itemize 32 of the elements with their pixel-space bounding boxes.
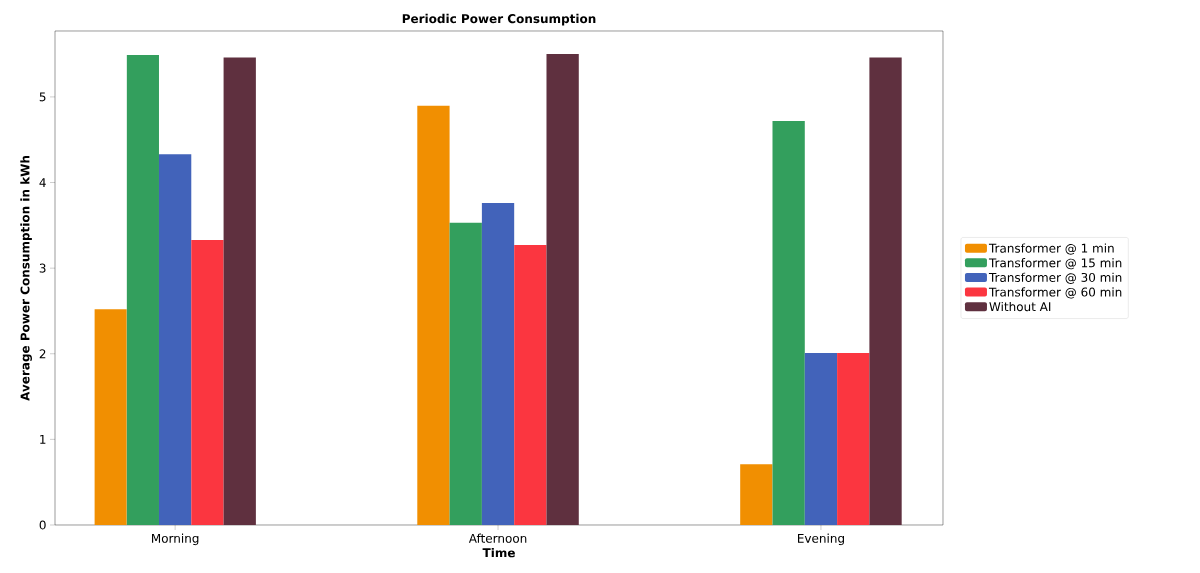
bar [223,57,256,525]
bar [740,464,773,525]
bar [837,352,870,525]
y-tick-label: 5 [39,92,46,102]
y-tick-label: 2 [39,349,46,359]
bar [804,352,838,525]
legend-label: Transformer @ 1 min [988,243,1114,255]
y-tick-label: 3 [39,263,46,273]
bar [417,105,450,525]
y-tick-label: 4 [39,178,46,187]
y-tick-label: 1 [40,434,46,444]
bar [94,309,127,525]
bar [546,54,579,525]
bar [449,222,482,525]
bar [191,239,224,525]
bar [158,154,192,525]
legend-label: Transformer @ 60 min [988,287,1122,299]
y-tick-label: 0 [39,520,46,530]
bar [514,245,547,525]
bar [481,203,515,525]
bar [126,54,159,525]
x-tick-label: Evening [798,533,844,546]
chart-title: Periodic Power Consumption [402,13,596,26]
bar [772,120,805,525]
x-tick-label: Morning [152,533,199,546]
legend-label: Transformer @ 30 min [988,272,1122,284]
y-axis-title: Average Power Consumption in kWh [20,155,32,401]
bar [869,57,902,525]
x-axis-title: Time [482,548,515,558]
x-tick-label: Afternoon [468,533,527,543]
legend-label: Transformer @ 15 min [988,258,1122,270]
legend-label: Without AI [989,301,1051,312]
